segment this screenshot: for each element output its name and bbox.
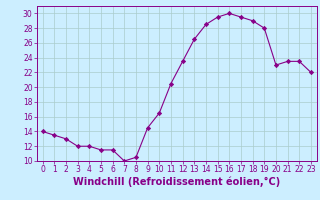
- X-axis label: Windchill (Refroidissement éolien,°C): Windchill (Refroidissement éolien,°C): [73, 177, 280, 187]
